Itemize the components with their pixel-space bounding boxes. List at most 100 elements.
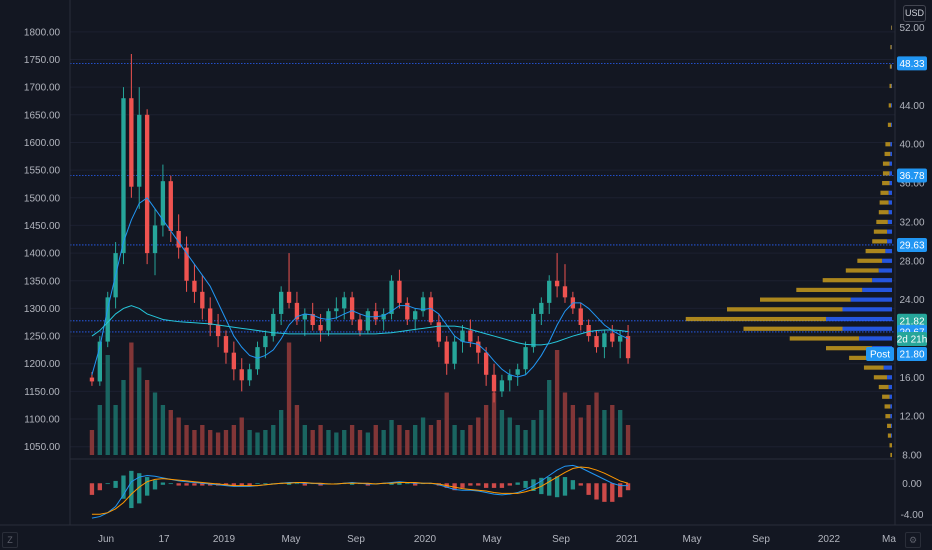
profile-bar-down [876,219,888,225]
profile-bar-down [826,346,873,351]
left-axis-tick: 1750.00 [24,55,61,66]
profile-bar-down [880,190,889,195]
grid [70,31,895,448]
profile-bar-up [889,171,892,176]
volume-bar [594,392,599,455]
candle-body [278,291,284,314]
volume-bar [271,425,276,455]
settings-icon[interactable]: ⚙ [905,532,921,548]
macd-histogram-bar [547,477,552,496]
timezone-button[interactable]: Z [2,532,18,548]
macd-histogram-bar [625,483,631,491]
volume-bar [515,425,520,455]
candle-body [349,297,355,320]
volume-bar [389,420,394,455]
candle-body [539,302,544,314]
ma-slow-line [91,305,629,346]
macd-histogram-bar [302,483,307,486]
profile-bar-up [891,423,892,428]
volume-bar [539,410,544,455]
macd-histogram-bar [476,483,481,486]
volume-profile [685,25,892,458]
profile-bar-down [890,452,892,458]
profile-bar-up [882,258,892,263]
profile-bar-down [882,171,890,176]
candle-body [137,114,142,187]
macd-histogram-bar [294,483,300,485]
candle-body [365,311,371,331]
profile-bar-down [885,414,891,419]
volume-bar [137,367,142,455]
candle-body [215,325,221,337]
macd-histogram-bar [239,483,244,486]
volume-bar [491,392,497,455]
profile-bar-down [888,103,892,108]
macd-histogram-bar [113,480,118,488]
volume-bar [342,430,347,455]
volume-bar [223,430,229,455]
volume-bar [89,430,95,455]
level-tag-label: 21.82 [899,316,924,327]
macd-histogram-bar [413,483,418,486]
volume-bar [381,430,386,455]
left-axis-tick: 1300.00 [24,304,61,315]
profile-bar-up [891,103,892,108]
candle-body [436,322,442,342]
profile-bar-down [872,239,888,244]
volume-bar [278,410,284,455]
currency-button[interactable]: USD [903,5,926,22]
candle-body [263,336,268,348]
left-axis-tick: 1500.00 [24,193,61,204]
profile-bar-up [850,297,892,302]
profile-bar-down [865,248,886,254]
profile-bar-down [849,355,879,360]
macd-axis-tick: -4.00 [901,510,924,521]
volume-bar [405,430,410,455]
profile-bar-up [888,190,892,195]
volume-bar [286,342,292,455]
macd-histogram-bar [168,483,173,485]
profile-bar-down [884,151,891,157]
price-tag [897,332,927,346]
macd-histogram-bar [483,483,489,488]
candle-body [444,341,449,364]
volume-bar [625,425,631,455]
candle-body [507,374,512,381]
volume-bar [121,380,126,455]
candle-body [428,297,434,323]
candle-body [310,313,315,326]
volume-bar [420,417,426,455]
macd-histogram-bar [468,483,473,486]
volume-bar [263,430,268,455]
macd-histogram-bar [184,483,189,486]
left-axis-tick: 1050.00 [24,442,61,453]
profile-bar-up [891,122,892,127]
level-tag [897,56,927,71]
candle-body [389,280,394,314]
x-axis-label: May [483,534,502,545]
x-axis-label: 17 [158,534,170,545]
level-tag [897,168,927,183]
volume-bar [413,425,418,455]
right-axis-tick: 28.00 [899,256,924,267]
profile-bar-up [887,229,892,234]
candle-body [523,347,528,370]
candle-body [594,336,599,348]
price-tag [866,347,894,361]
price-tag-label: 2d 21h [897,335,928,346]
volume-bar [129,342,134,455]
candle-body [602,333,607,348]
volume-bar [586,405,591,455]
volume-bar [483,405,489,455]
right-axis-tick: 8.00 [902,451,922,462]
ma-fast-line [91,197,629,378]
left-axis-tick: 1350.00 [24,276,61,287]
macd-histogram-bar [247,483,252,486]
macd-histogram-bar [160,482,166,485]
candle-body [357,319,363,331]
macd-histogram-bar [460,483,465,488]
macd-histogram-bar [105,483,110,485]
volume-bar [294,405,300,455]
